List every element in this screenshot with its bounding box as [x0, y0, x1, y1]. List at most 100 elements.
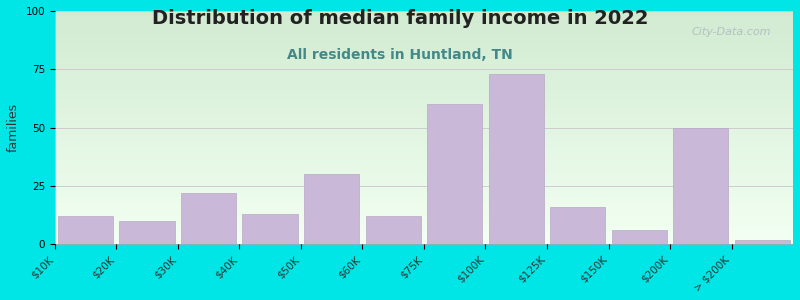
Bar — [55, 170, 793, 172]
Bar — [55, 224, 793, 226]
Bar — [55, 67, 793, 69]
Bar — [55, 230, 793, 233]
Bar — [55, 172, 793, 174]
Bar — [55, 18, 793, 20]
Bar — [55, 228, 793, 230]
Bar — [55, 188, 793, 191]
Bar — [55, 95, 793, 97]
Bar — [55, 202, 793, 205]
Bar — [55, 163, 793, 165]
Bar — [55, 81, 793, 83]
Text: All residents in Huntland, TN: All residents in Huntland, TN — [287, 48, 513, 62]
Bar — [55, 209, 793, 212]
Bar — [55, 128, 793, 130]
Bar — [55, 195, 793, 198]
Bar — [55, 242, 793, 244]
Bar — [611, 230, 667, 244]
Bar — [55, 97, 793, 100]
Bar — [55, 46, 793, 48]
Bar — [55, 55, 793, 58]
Bar — [55, 186, 793, 188]
Bar — [55, 146, 793, 149]
Bar — [55, 135, 793, 137]
Bar — [55, 144, 793, 146]
Bar — [55, 132, 793, 135]
Bar — [55, 142, 793, 144]
Bar — [55, 27, 793, 30]
Bar — [55, 237, 793, 240]
Bar — [55, 137, 793, 140]
Bar — [55, 62, 793, 64]
Bar — [55, 32, 793, 34]
Bar — [55, 86, 793, 88]
Bar — [55, 72, 793, 74]
Bar — [55, 51, 793, 53]
Bar — [55, 130, 793, 132]
Bar — [55, 233, 793, 235]
Bar — [55, 69, 793, 72]
Bar — [55, 58, 793, 60]
Bar — [55, 102, 793, 104]
Bar — [55, 207, 793, 209]
Bar — [55, 167, 793, 170]
Bar — [55, 121, 793, 123]
Bar — [55, 88, 793, 90]
Bar — [55, 160, 793, 163]
Bar — [242, 214, 298, 244]
Bar — [55, 111, 793, 114]
Bar — [550, 207, 606, 244]
Bar — [55, 221, 793, 224]
Bar — [55, 107, 793, 109]
Bar — [427, 104, 482, 244]
Bar — [55, 151, 793, 153]
Bar — [55, 104, 793, 107]
Bar — [55, 118, 793, 121]
Bar — [55, 226, 793, 228]
Bar — [55, 140, 793, 142]
Bar — [181, 193, 236, 244]
Bar — [55, 235, 793, 237]
Bar — [55, 64, 793, 67]
Bar — [55, 123, 793, 125]
Bar — [55, 179, 793, 182]
Bar — [55, 109, 793, 111]
Bar — [55, 37, 793, 39]
Bar — [55, 39, 793, 41]
Bar — [55, 16, 793, 18]
Bar — [119, 221, 175, 244]
Bar — [55, 48, 793, 51]
Bar — [55, 174, 793, 177]
Text: City-Data.com: City-Data.com — [691, 27, 771, 37]
Bar — [55, 11, 793, 13]
Bar — [55, 198, 793, 200]
Bar — [55, 79, 793, 81]
Bar — [55, 156, 793, 158]
Bar — [55, 158, 793, 160]
Bar — [55, 44, 793, 46]
Bar — [55, 219, 793, 221]
Bar — [58, 216, 114, 244]
Bar — [55, 116, 793, 119]
Bar — [55, 13, 793, 16]
Bar — [55, 165, 793, 167]
Bar — [55, 205, 793, 207]
Bar — [55, 153, 793, 156]
Bar — [55, 74, 793, 76]
Bar — [734, 240, 790, 244]
Bar — [55, 41, 793, 44]
Bar — [55, 76, 793, 79]
Bar — [55, 125, 793, 128]
Bar — [55, 193, 793, 195]
Bar — [55, 212, 793, 214]
Bar — [673, 128, 729, 244]
Bar — [366, 216, 421, 244]
Bar — [55, 53, 793, 55]
Bar — [489, 74, 544, 244]
Bar — [304, 174, 359, 244]
Bar — [55, 177, 793, 179]
Bar — [55, 114, 793, 116]
Text: Distribution of median family income in 2022: Distribution of median family income in … — [152, 9, 648, 28]
Bar — [55, 90, 793, 93]
Bar — [55, 93, 793, 95]
Bar — [55, 20, 793, 22]
